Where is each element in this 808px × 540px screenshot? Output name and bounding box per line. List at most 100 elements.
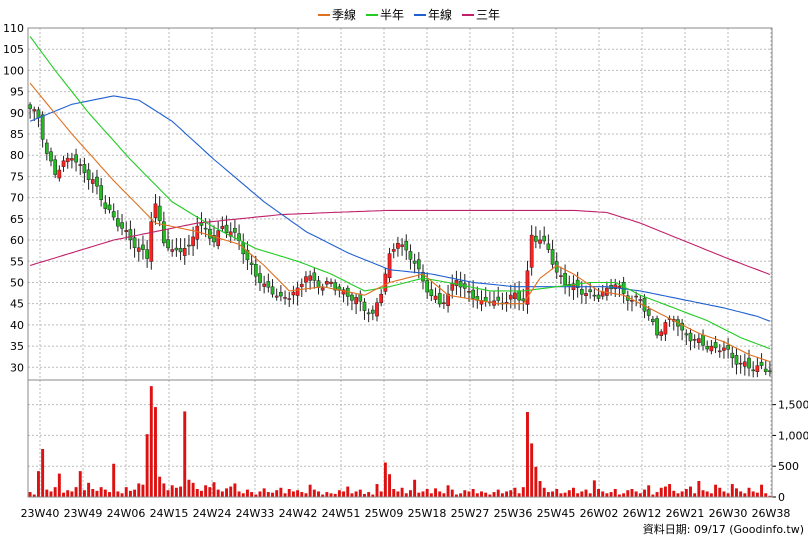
- volume-bar: [199, 490, 203, 497]
- volume-bar: [392, 488, 396, 497]
- volume-bar: [693, 493, 697, 497]
- candle-body: [86, 169, 91, 180]
- volume-bar: [597, 488, 601, 497]
- volume-bar: [630, 488, 634, 497]
- volume-bar: [78, 471, 82, 497]
- candle-body: [95, 176, 99, 187]
- legend-entry: 半年: [380, 8, 404, 22]
- candle-body: [496, 296, 501, 301]
- price-tick-label: 70: [10, 192, 24, 205]
- candle-body: [588, 289, 593, 293]
- candle-body: [107, 204, 112, 211]
- x-tick-label: 26W12: [623, 507, 662, 520]
- candle-body: [655, 318, 659, 336]
- volume-bar: [751, 491, 755, 497]
- volume-bar: [689, 486, 692, 497]
- candle-body: [738, 362, 743, 365]
- volume-tick-label: 0: [778, 491, 785, 504]
- price-tick-label: 90: [10, 107, 24, 120]
- volume-bar: [179, 486, 183, 497]
- volume-bar: [505, 491, 509, 497]
- volume-bar: [166, 490, 170, 497]
- ma-year-line: [29, 95, 771, 322]
- candle-body: [266, 281, 271, 288]
- candle-body: [141, 244, 145, 250]
- volume-bar: [91, 488, 95, 497]
- volume-bar: [655, 492, 659, 497]
- candle-body: [483, 296, 488, 302]
- candle-body: [517, 290, 521, 301]
- volume-bar: [663, 486, 667, 497]
- candle-body: [429, 289, 434, 296]
- price-tick-label: 55: [10, 255, 24, 268]
- volume-bar: [279, 487, 283, 497]
- volume-bar: [133, 489, 137, 497]
- volume-bar: [601, 491, 605, 497]
- volume-bar: [638, 493, 642, 497]
- volume-bar: [672, 490, 676, 497]
- candle-body: [433, 295, 438, 300]
- volume-bar: [454, 494, 458, 497]
- volume-bar: [162, 483, 166, 497]
- candle-body: [763, 368, 768, 372]
- candle-body: [630, 299, 634, 302]
- volume-bar: [174, 487, 178, 497]
- price-tick-label: 40: [10, 319, 24, 332]
- x-tick-label: 25W27: [451, 507, 490, 520]
- volume-bar: [149, 386, 153, 497]
- volume-bar: [254, 494, 258, 497]
- candle-body: [53, 159, 58, 175]
- volume-bar: [567, 490, 571, 497]
- candle-body: [170, 249, 175, 252]
- volume-bar: [509, 490, 513, 497]
- volume-bar: [212, 482, 216, 497]
- volume-tick-label: 500: [778, 460, 799, 473]
- candle-body: [120, 222, 124, 229]
- candle-body: [563, 273, 567, 286]
- volume-bar: [450, 489, 454, 497]
- volume-bar: [103, 489, 107, 497]
- candle-body: [701, 334, 705, 346]
- candle-body: [145, 249, 149, 259]
- candle-body: [325, 281, 329, 285]
- volume-bar: [709, 493, 713, 497]
- candle-body: [705, 346, 710, 350]
- volume-bar: [488, 494, 492, 497]
- volume-bar: [538, 480, 542, 497]
- candle-body: [182, 248, 187, 256]
- candle-body: [759, 361, 764, 366]
- volume-bar: [605, 493, 609, 497]
- candle-body: [82, 164, 87, 173]
- x-tick-label: 25W36: [494, 507, 533, 520]
- ma-quarter-line: [29, 82, 771, 363]
- volume-bar: [500, 493, 504, 497]
- candle-body: [350, 294, 354, 301]
- candle-body: [316, 280, 321, 288]
- price-tick-label: 60: [10, 234, 24, 247]
- volume-bar: [383, 462, 387, 497]
- volume-bar: [622, 493, 626, 497]
- candle-body: [49, 151, 53, 162]
- candle-body: [291, 291, 296, 296]
- candle-body: [734, 355, 739, 365]
- candle-body: [450, 283, 455, 291]
- volume-bar: [45, 489, 49, 497]
- volume-bar: [350, 493, 354, 497]
- candle-body: [191, 236, 195, 247]
- candle-body: [546, 243, 551, 250]
- x-tick-label: 23W49: [64, 507, 103, 520]
- legend-entry: 季線: [332, 7, 356, 22]
- candle-body: [442, 302, 446, 304]
- candle-body: [166, 239, 170, 249]
- volume-bar: [371, 494, 375, 497]
- candle-body: [233, 228, 237, 233]
- candle-body: [70, 158, 74, 161]
- candle-body: [521, 298, 526, 302]
- volume-bar: [337, 490, 341, 497]
- candle-body: [684, 333, 689, 336]
- volume-bar: [317, 491, 320, 497]
- volume-bar: [584, 489, 588, 497]
- candle-body: [755, 365, 760, 373]
- candle-body: [274, 295, 279, 298]
- candle-body: [638, 299, 643, 301]
